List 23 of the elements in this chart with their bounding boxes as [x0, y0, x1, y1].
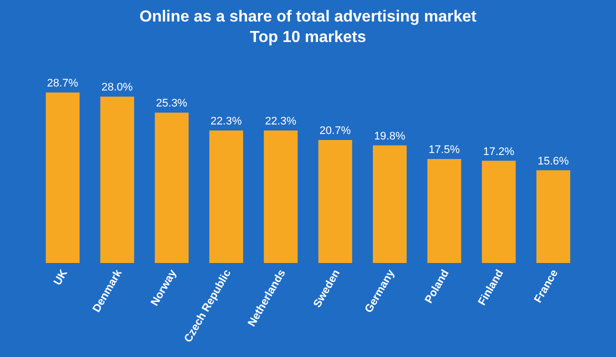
- data-label: 17.2%: [483, 146, 514, 158]
- data-label: 22.3%: [265, 115, 296, 128]
- data-label: 19.8%: [374, 130, 406, 142]
- data-label: 20.7%: [320, 125, 351, 137]
- bar: [482, 160, 516, 263]
- bar: [46, 92, 80, 263]
- bar: [154, 112, 189, 263]
- bar: [264, 130, 298, 263]
- bar: [100, 96, 134, 263]
- data-label: 28.7%: [47, 77, 78, 90]
- data-label: 25.3%: [156, 98, 188, 110]
- data-label: 22.3%: [210, 115, 242, 128]
- bar: [209, 130, 244, 263]
- x-tick-label: UK: [52, 268, 70, 288]
- data-label: 15.6%: [538, 155, 569, 168]
- bar: [372, 145, 407, 263]
- chart-subtitle: Top 10 markets: [250, 29, 366, 46]
- bar: [536, 170, 570, 263]
- bar: [427, 159, 462, 263]
- bar: [318, 140, 352, 263]
- data-label: 17.5%: [428, 144, 460, 156]
- chart-title: Online as a share of total advertising market: [140, 8, 478, 26]
- data-label: 28.0%: [102, 82, 133, 94]
